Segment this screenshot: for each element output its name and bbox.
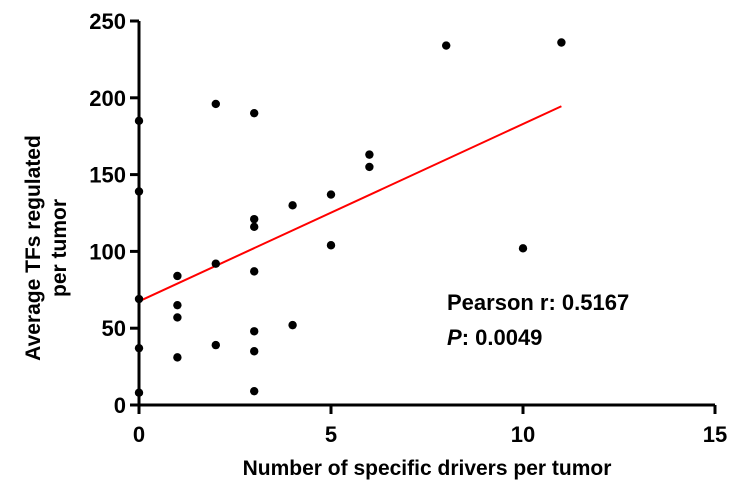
data-point <box>365 162 374 172</box>
p-value-text: : 0.0049 <box>462 325 543 350</box>
data-point <box>250 222 259 232</box>
plot-frame <box>137 21 715 407</box>
data-point <box>173 353 182 362</box>
p-value-annotation: P: 0.0049 <box>447 325 542 350</box>
y-tick-label: 200 <box>89 86 126 111</box>
y-axis-title-line-1: Average TFs regulated <box>22 135 45 361</box>
data-point <box>557 38 566 47</box>
data-point <box>518 244 528 253</box>
data-point <box>173 313 182 322</box>
data-point <box>250 347 259 356</box>
p-symbol: P <box>447 325 462 350</box>
x-axis-ticks: 0 5 10 15 <box>133 405 727 447</box>
data-point <box>211 259 220 268</box>
y-axis-ticks: 0 50 100 150 200 250 <box>89 9 139 418</box>
data-point <box>250 214 259 224</box>
data-point <box>365 150 374 159</box>
data-point <box>134 388 144 397</box>
y-axis-title: Average TFs regulated per tumor <box>22 135 71 361</box>
x-tick-label: 5 <box>325 422 337 447</box>
data-point <box>326 190 336 199</box>
x-tick-label: 15 <box>703 422 727 447</box>
y-tick-label: 100 <box>89 239 126 264</box>
data-point <box>211 340 220 350</box>
data-point <box>442 41 451 50</box>
data-point <box>288 201 297 210</box>
trendline-layer <box>138 105 562 303</box>
x-axis-title: Number of specific drivers per tumor <box>243 457 612 480</box>
y-tick-label: 0 <box>114 393 126 418</box>
data-point <box>173 271 182 281</box>
data-point <box>173 300 182 310</box>
y-tick-label: 150 <box>89 163 126 188</box>
x-tick-label: 10 <box>511 422 535 447</box>
y-tick-label: 50 <box>102 316 126 341</box>
data-point <box>134 294 144 304</box>
y-axis-title-line-2: per tumor <box>48 199 71 297</box>
data-point <box>134 116 144 126</box>
data-point <box>250 386 259 396</box>
data-point <box>250 108 259 118</box>
pearson-annotation: Pearson r: 0.5167 <box>447 290 629 315</box>
data-point <box>134 343 144 353</box>
x-tick-label: 0 <box>133 422 145 447</box>
data-point <box>134 187 144 196</box>
data-points <box>134 38 566 397</box>
data-point <box>250 327 259 336</box>
data-point <box>288 320 297 330</box>
y-tick-label: 250 <box>89 9 126 34</box>
trendline <box>138 105 562 303</box>
data-point <box>250 267 259 276</box>
data-point <box>326 241 336 250</box>
data-point <box>211 99 220 109</box>
